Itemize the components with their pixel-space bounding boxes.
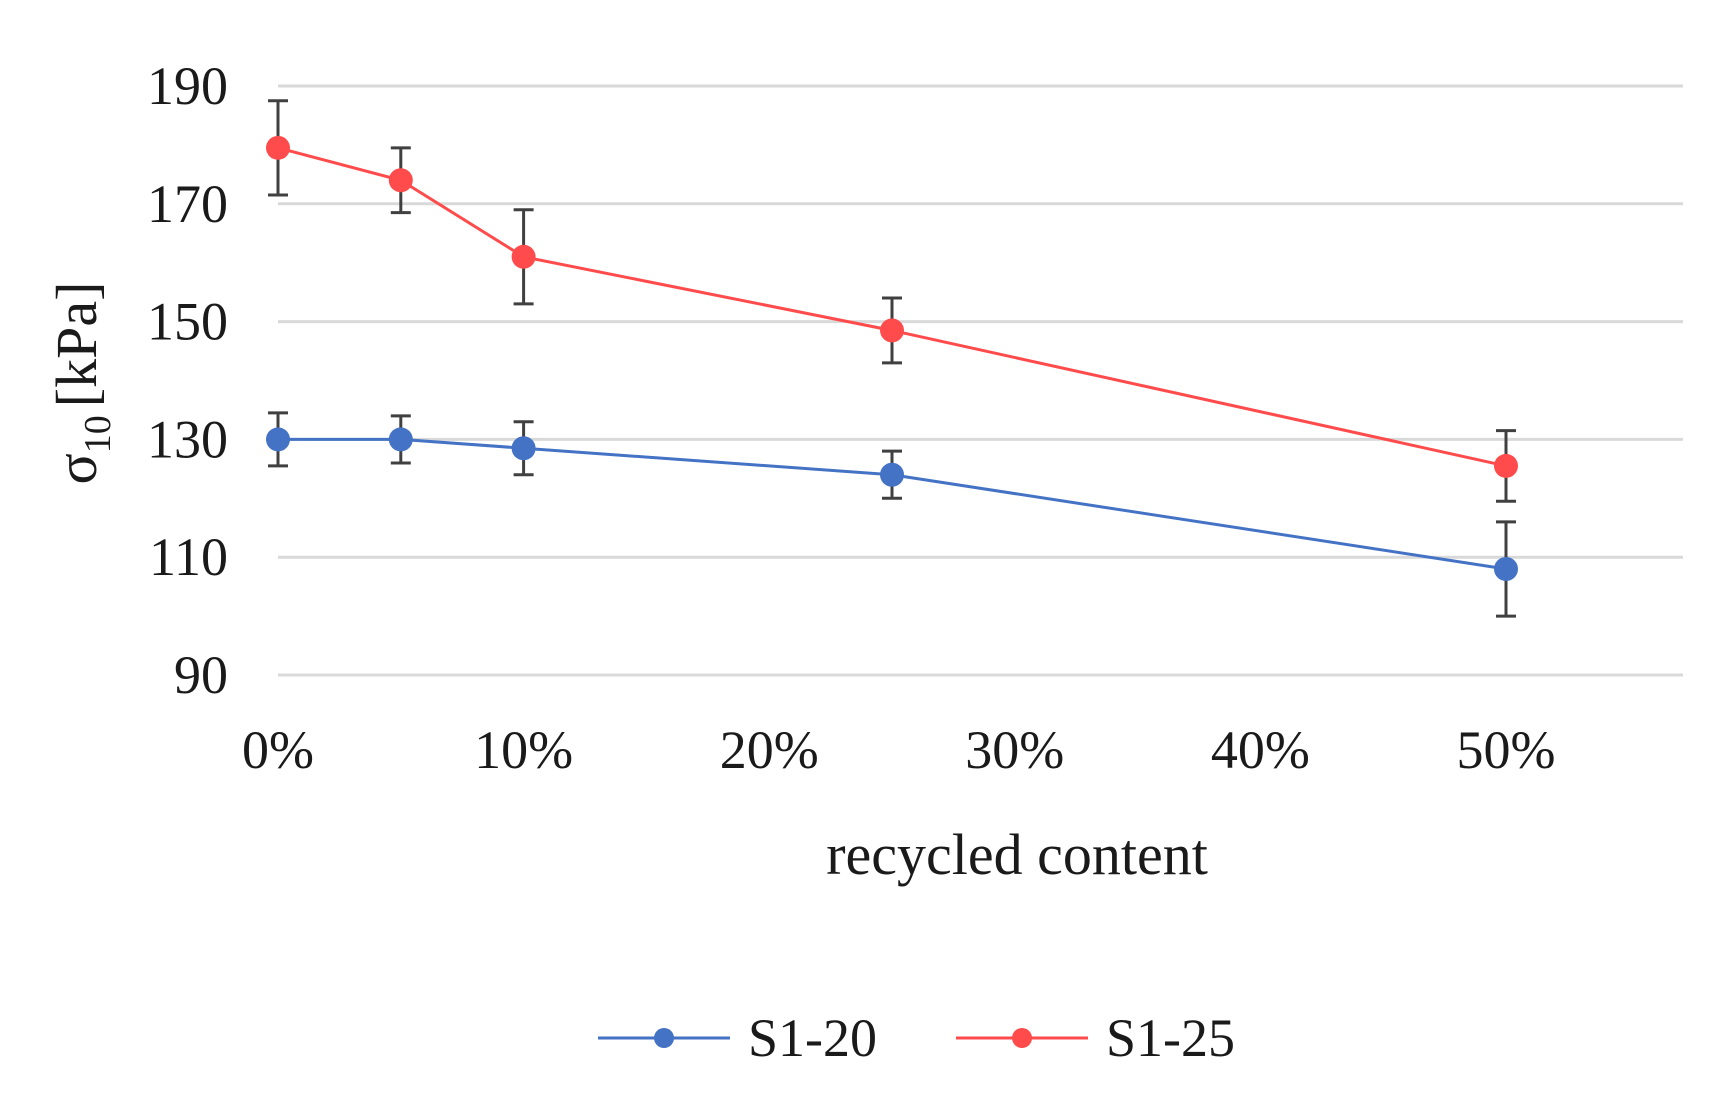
data-point-s1-25-50 — [1494, 453, 1518, 478]
y-axis-title-subscript: 10 — [77, 415, 119, 453]
x-axis-title: recycled content — [826, 822, 1208, 887]
series-s1-25 — [266, 99, 1518, 503]
legend-item-s1-25: S1-25 — [956, 1008, 1235, 1068]
series-s1-20 — [266, 411, 1518, 618]
x-tick-label-0: 0% — [242, 720, 314, 780]
data-point-s1-25-5 — [388, 168, 413, 193]
data-point-s1-20-50 — [1494, 556, 1518, 581]
y-axis-title-symbol: σ — [44, 453, 109, 484]
legend-label-s1-20: S1-20 — [748, 1008, 877, 1068]
data-point-s1-20-25 — [880, 462, 904, 487]
y-axis-title-unit: [kPa] — [44, 282, 109, 408]
data-point-s1-25-10 — [511, 244, 536, 269]
data-point-s1-25-0 — [266, 135, 290, 160]
legend-label-s1-25: S1-25 — [1106, 1008, 1235, 1068]
y-tick-label-150: 150 — [147, 292, 228, 352]
legend: S1-20 S1-25 — [598, 1008, 1235, 1068]
y-axis-title: σ10 [kPa] — [44, 282, 119, 485]
legend-item-s1-20: S1-20 — [598, 1008, 877, 1068]
data-point-s1-20-10 — [511, 436, 536, 461]
data-point-s1-20-5 — [388, 427, 413, 452]
y-tick-label-190: 190 — [147, 56, 228, 116]
grid-lines — [278, 84, 1683, 677]
x-axis-ticks: 0% 10% 20% 30% 40% 50% — [242, 720, 1555, 780]
y-tick-label-90: 90 — [174, 645, 228, 705]
x-tick-label-40: 40% — [1211, 720, 1310, 780]
y-axis-ticks: 190 170 150 130 110 90 — [147, 56, 228, 705]
y-tick-label-110: 110 — [149, 527, 228, 587]
y-tick-label-170: 170 — [147, 174, 228, 234]
y-axis-title-group: σ10 [kPa] — [44, 282, 119, 485]
legend-marker-s1-20 — [654, 1028, 674, 1048]
x-tick-label-30: 30% — [965, 720, 1064, 780]
series-layer — [266, 99, 1518, 618]
y-tick-label-130: 130 — [147, 409, 228, 469]
x-tick-label-20: 20% — [720, 720, 819, 780]
x-tick-label-10: 10% — [474, 720, 573, 780]
data-point-s1-25-25 — [880, 318, 904, 343]
x-tick-label-50: 50% — [1457, 720, 1556, 780]
data-point-s1-20-0 — [266, 427, 290, 452]
legend-marker-s1-25 — [1012, 1028, 1032, 1048]
